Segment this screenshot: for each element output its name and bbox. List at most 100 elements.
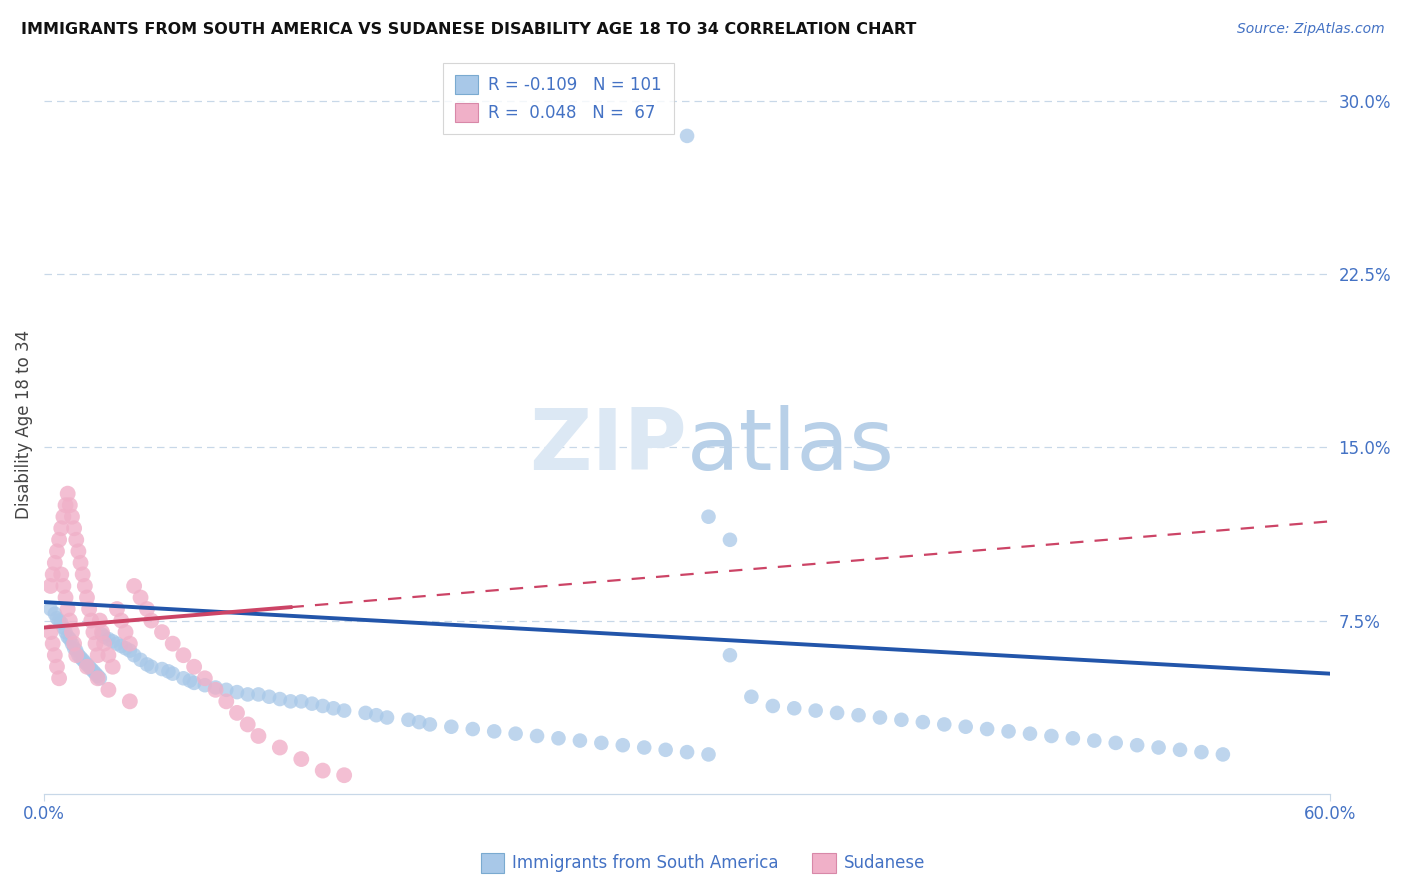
Text: Source: ZipAtlas.com: Source: ZipAtlas.com <box>1237 22 1385 37</box>
Point <box>375 710 398 724</box>
Point <box>157 665 180 679</box>
Point <box>150 625 173 640</box>
Point <box>247 688 270 702</box>
Y-axis label: Disability Age 18 to 34: Disability Age 18 to 34 <box>15 330 32 519</box>
Point <box>568 733 591 747</box>
Point <box>44 556 66 570</box>
Point <box>84 637 107 651</box>
Point <box>312 698 335 713</box>
Point <box>301 697 323 711</box>
Point <box>183 659 205 673</box>
Point <box>114 641 136 656</box>
Point <box>226 685 249 699</box>
Point <box>76 591 98 605</box>
Point <box>44 607 66 621</box>
Point <box>676 128 699 143</box>
Point <box>63 637 86 651</box>
Point <box>51 615 73 630</box>
Point <box>547 731 569 746</box>
Point <box>179 673 201 688</box>
Point <box>136 602 159 616</box>
Point <box>82 665 104 679</box>
Point <box>118 694 141 708</box>
Point <box>118 643 141 657</box>
Point <box>39 625 62 640</box>
Point <box>290 694 312 708</box>
Point <box>110 614 132 628</box>
Point <box>1083 733 1105 747</box>
Point <box>215 694 238 708</box>
Point <box>60 637 83 651</box>
Point <box>354 706 377 720</box>
Point <box>48 614 70 628</box>
Point <box>89 671 111 685</box>
Point <box>236 688 259 702</box>
Point <box>236 717 259 731</box>
Point <box>82 625 104 640</box>
Point <box>72 567 94 582</box>
Point <box>1191 745 1213 759</box>
Point <box>183 676 205 690</box>
Point <box>105 637 128 651</box>
Point <box>194 678 217 692</box>
Point <box>67 648 90 663</box>
Point <box>1019 726 1042 740</box>
Point <box>591 736 613 750</box>
Point <box>84 666 107 681</box>
Point <box>440 720 463 734</box>
Point <box>333 768 356 782</box>
Point <box>1040 729 1063 743</box>
Point <box>63 521 86 535</box>
Point <box>162 637 184 651</box>
Point <box>67 544 90 558</box>
Point <box>1062 731 1084 746</box>
Point <box>52 620 75 634</box>
Point <box>44 648 66 663</box>
Point <box>526 729 548 743</box>
Point <box>204 682 226 697</box>
Point <box>118 637 141 651</box>
Point <box>322 701 344 715</box>
Point <box>56 486 79 500</box>
Point <box>56 602 79 616</box>
Point <box>482 724 505 739</box>
Point <box>69 650 91 665</box>
Point <box>101 659 124 673</box>
Point <box>122 648 145 663</box>
Point <box>269 740 291 755</box>
Point <box>46 659 69 673</box>
Point <box>150 662 173 676</box>
Point <box>890 713 912 727</box>
Point <box>269 692 291 706</box>
Point <box>762 698 785 713</box>
Point <box>80 614 103 628</box>
Point <box>997 724 1019 739</box>
Point <box>76 659 98 673</box>
Point <box>72 653 94 667</box>
Point <box>51 521 73 535</box>
Point <box>408 715 430 730</box>
Point <box>39 602 62 616</box>
Point <box>51 567 73 582</box>
Point <box>398 713 420 727</box>
Point <box>697 747 720 762</box>
Point <box>86 669 108 683</box>
Point <box>59 632 82 646</box>
Point <box>93 637 115 651</box>
Point <box>718 533 741 547</box>
Point <box>41 567 63 582</box>
Point <box>1147 740 1170 755</box>
Point <box>955 720 977 734</box>
Point <box>110 639 132 653</box>
Point <box>162 666 184 681</box>
Point <box>783 701 806 715</box>
Point <box>718 648 741 663</box>
Point <box>633 740 655 755</box>
Point <box>740 690 762 704</box>
Point <box>869 710 891 724</box>
Point <box>46 544 69 558</box>
Point <box>366 708 388 723</box>
Point <box>226 706 249 720</box>
Point <box>41 637 63 651</box>
Point <box>91 627 114 641</box>
